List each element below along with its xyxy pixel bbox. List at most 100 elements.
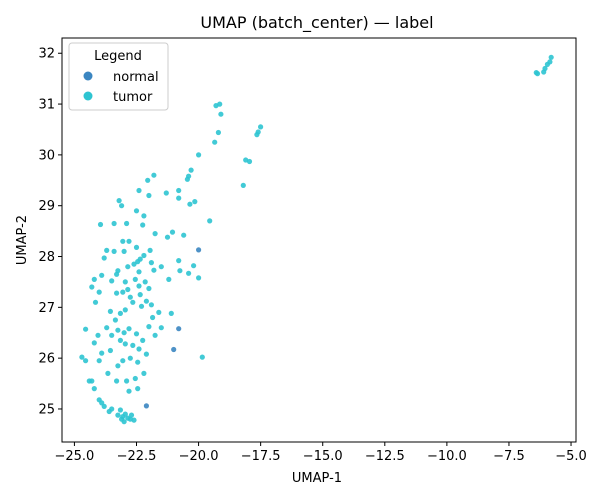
point-tumor [137, 292, 143, 298]
point-tumor [199, 354, 205, 360]
y-tick-label: 30 [38, 148, 55, 163]
point-tumor [96, 289, 102, 295]
point-tumor [187, 201, 193, 207]
point-tumor [141, 370, 147, 376]
point-tumor [136, 283, 142, 289]
point-tumor [136, 346, 142, 352]
point-tumor [534, 71, 541, 77]
point-tumor [127, 294, 133, 300]
x-tick-label: −15.0 [303, 449, 343, 464]
point-tumor [86, 378, 92, 384]
point-tumor [112, 317, 118, 323]
point-tumor [106, 408, 112, 415]
point-tumor [186, 270, 192, 276]
point-tumor [196, 275, 202, 281]
point-tumor [141, 252, 147, 259]
point-normal [171, 346, 177, 353]
y-axis: 25 26 27 28 29 30 31 32 [38, 47, 62, 417]
x-tick-label: −20.0 [179, 449, 219, 464]
y-tick-label: 31 [38, 98, 55, 113]
point-tumor [91, 340, 97, 346]
point-tumor [146, 285, 152, 292]
y-tick-label: 29 [38, 199, 55, 214]
point-tumor [125, 286, 131, 293]
point-tumor [135, 359, 141, 365]
point-tumor [107, 308, 113, 314]
point-tumor [143, 298, 149, 304]
point-tumor [128, 412, 135, 418]
point-tumor [132, 276, 138, 282]
point-tumor [115, 412, 121, 418]
legend-marker-normal [83, 71, 93, 81]
point-tumor [146, 324, 152, 330]
x-tick-label: −12.5 [365, 449, 405, 464]
point-tumor [218, 111, 224, 117]
legend-marker-tumor [83, 91, 93, 101]
point-tumor [163, 190, 169, 196]
point-tumor [152, 332, 158, 338]
point-tumor [147, 247, 153, 253]
point-normal [176, 326, 182, 332]
point-tumor [91, 276, 97, 282]
point-tumor [114, 378, 120, 384]
point-tumor [114, 290, 120, 296]
point-tumor [169, 229, 176, 235]
point-tumor [212, 139, 218, 145]
point-tumor [83, 358, 89, 364]
point-tumor [176, 258, 182, 264]
x-tick-label: −7.5 [493, 449, 525, 464]
point-tumor [109, 278, 115, 284]
point-tumor [158, 264, 164, 270]
point-tumor [151, 172, 157, 178]
point-tumor [181, 232, 187, 238]
point-tumor [246, 158, 253, 165]
point-tumor [148, 302, 154, 308]
point-tumor [109, 332, 115, 338]
point-tumor [141, 213, 147, 219]
x-tick-label: −5.0 [555, 449, 587, 464]
point-tumor [120, 289, 126, 295]
point-tumor [119, 416, 125, 422]
y-tick-label: 26 [38, 352, 55, 367]
point-tumor [150, 314, 156, 321]
point-tumor [126, 326, 132, 332]
scatter-points [79, 54, 554, 425]
point-tumor [196, 152, 202, 158]
point-tumor [135, 386, 141, 392]
legend-label-normal: normal [113, 70, 159, 85]
legend-title: Legend [94, 49, 142, 64]
y-tick-label: 25 [38, 402, 55, 417]
point-tumor [91, 386, 97, 392]
y-tick-label: 28 [38, 250, 55, 265]
point-tumor [133, 331, 140, 337]
point-tumor [542, 65, 548, 72]
point-tumor [95, 332, 101, 338]
point-tumor [156, 309, 162, 315]
point-tumor [133, 208, 140, 214]
y-tick-label: 27 [38, 301, 55, 316]
point-tumor [111, 220, 117, 227]
chart-title: UMAP (batch_center) — label [200, 13, 433, 33]
point-tumor [140, 337, 146, 343]
point-tumor [152, 231, 158, 237]
point-tumor [120, 358, 126, 364]
point-tumor [117, 337, 123, 343]
point-tumor [116, 198, 122, 204]
point-tumor [142, 279, 148, 285]
point-tumor [191, 263, 197, 269]
point-tumor [122, 411, 128, 417]
point-normal [143, 403, 149, 409]
point-tumor [258, 124, 264, 130]
point-tumor [184, 176, 190, 182]
x-tick-label: −10.0 [427, 449, 467, 464]
point-tumor [97, 221, 104, 228]
point-tumor [115, 363, 121, 369]
point-tumor [207, 218, 213, 224]
point-tumor [99, 272, 105, 278]
point-tumor [126, 388, 132, 394]
point-tumor [166, 276, 172, 282]
point-tumor [83, 326, 89, 332]
legend-label-tumor: tumor [113, 90, 153, 105]
point-normal [196, 247, 202, 253]
point-tumor [105, 370, 111, 376]
